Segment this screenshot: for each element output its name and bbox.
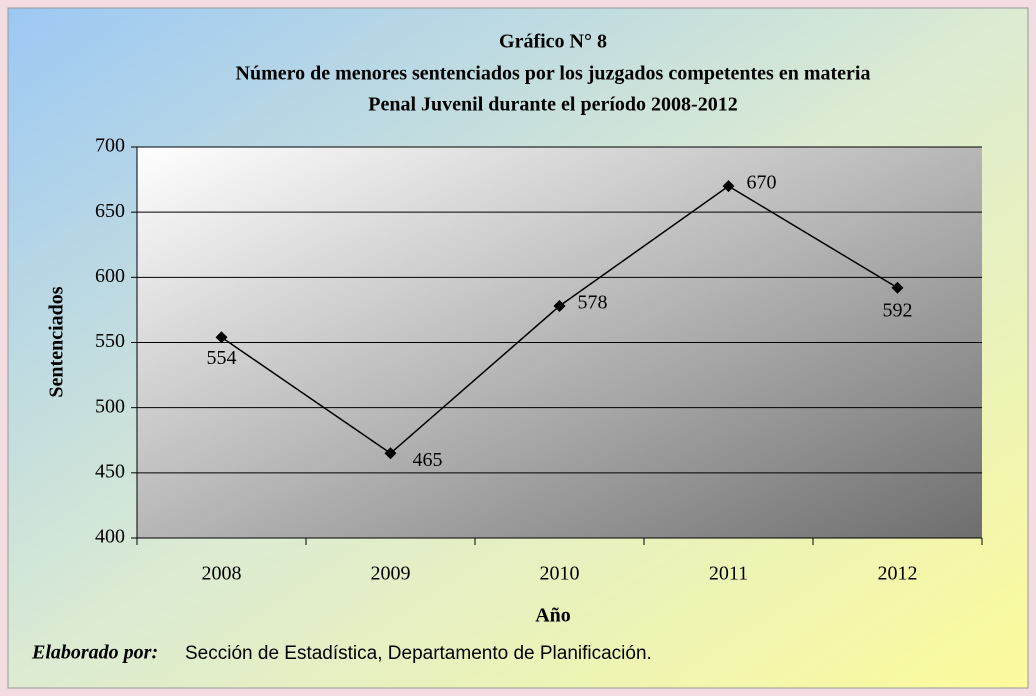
y-tick-label: 600: [95, 265, 125, 287]
data-label: 592: [883, 299, 913, 321]
marker: [553, 300, 566, 313]
chart-subtitle: Número de menores sentenciados por los j…: [236, 63, 871, 85]
marker: [891, 281, 904, 294]
chart-title: Gráfico N° 8: [499, 31, 607, 53]
y-tick-label: 700: [95, 135, 125, 157]
source: Sección de Estadística, Departamento de …: [185, 643, 652, 664]
x-tick-label: 2011: [709, 563, 748, 585]
x-axis-label: Año: [535, 605, 571, 627]
x-tick-label: 2010: [540, 563, 580, 585]
x-tick-label: 2008: [202, 563, 242, 585]
x-tick-label: 2009: [371, 563, 411, 585]
marker: [722, 180, 735, 193]
y-axis-label: Sentenciados: [46, 286, 68, 397]
y-tick-label: 400: [95, 526, 125, 548]
data-label: 554: [207, 347, 237, 369]
marker: [384, 447, 397, 460]
data-label: 578: [578, 292, 608, 314]
marker: [215, 331, 228, 344]
source-label: Elaborado por:: [31, 642, 158, 664]
y-tick-label: 650: [95, 200, 125, 222]
y-tick-label: 550: [95, 330, 125, 352]
chart-subtitle: Penal Juvenil durante el período 2008-20…: [368, 94, 737, 116]
y-tick-label: 450: [95, 460, 125, 482]
data-label: 465: [413, 449, 443, 471]
y-tick-label: 500: [95, 395, 125, 417]
x-tick-label: 2012: [878, 563, 918, 585]
data-label: 670: [747, 172, 777, 194]
